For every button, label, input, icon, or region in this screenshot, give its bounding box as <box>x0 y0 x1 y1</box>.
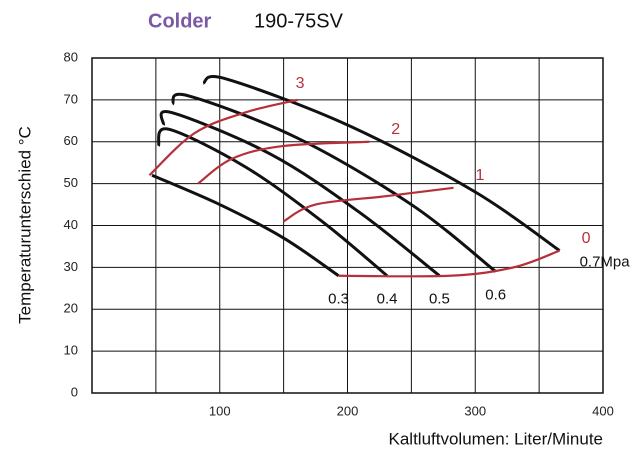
curve <box>202 75 561 252</box>
y-tick-label: 60 <box>64 133 78 148</box>
curve-label: 3 <box>296 75 305 92</box>
curve <box>197 140 370 185</box>
y-tick-label: 80 <box>64 49 78 64</box>
curve <box>159 110 441 277</box>
y-tick-label: 50 <box>64 175 78 190</box>
y-tick-label: 30 <box>64 259 78 274</box>
curve <box>338 249 560 278</box>
y-axis-label: Temperaturunterschied °C <box>15 126 34 324</box>
x-tick-label: 400 <box>592 403 614 418</box>
curve-label: 0.3 <box>328 291 349 308</box>
x-tick-label: 200 <box>337 403 359 418</box>
curve-label: 0.6 <box>485 287 506 304</box>
curve <box>151 173 340 277</box>
curve <box>283 186 454 223</box>
title-brand: Colder <box>148 10 212 32</box>
curve <box>156 127 389 277</box>
x-axis-label: Kaltluftvolumen: Liter/Minute <box>389 429 604 448</box>
y-tick-label: 20 <box>64 301 78 316</box>
y-tick-label: 40 <box>64 217 78 232</box>
y-tick-label: 0 <box>71 384 78 399</box>
curve-label: 0 <box>582 230 591 247</box>
y-tick-label: 10 <box>64 343 78 358</box>
curve <box>148 98 298 177</box>
curve-label: 0.5 <box>429 291 450 308</box>
title-model: 190-75SV <box>254 10 344 32</box>
x-tick-label: 300 <box>464 403 486 418</box>
curve-label: 0.4 <box>377 291 398 308</box>
y-tick-label: 70 <box>64 91 78 106</box>
x-tick-label: 100 <box>209 403 231 418</box>
curve-label: 1 <box>476 167 485 184</box>
curve <box>171 92 497 273</box>
curve-label: 0.7Mpa <box>580 254 631 271</box>
curve-label: 2 <box>391 121 400 138</box>
